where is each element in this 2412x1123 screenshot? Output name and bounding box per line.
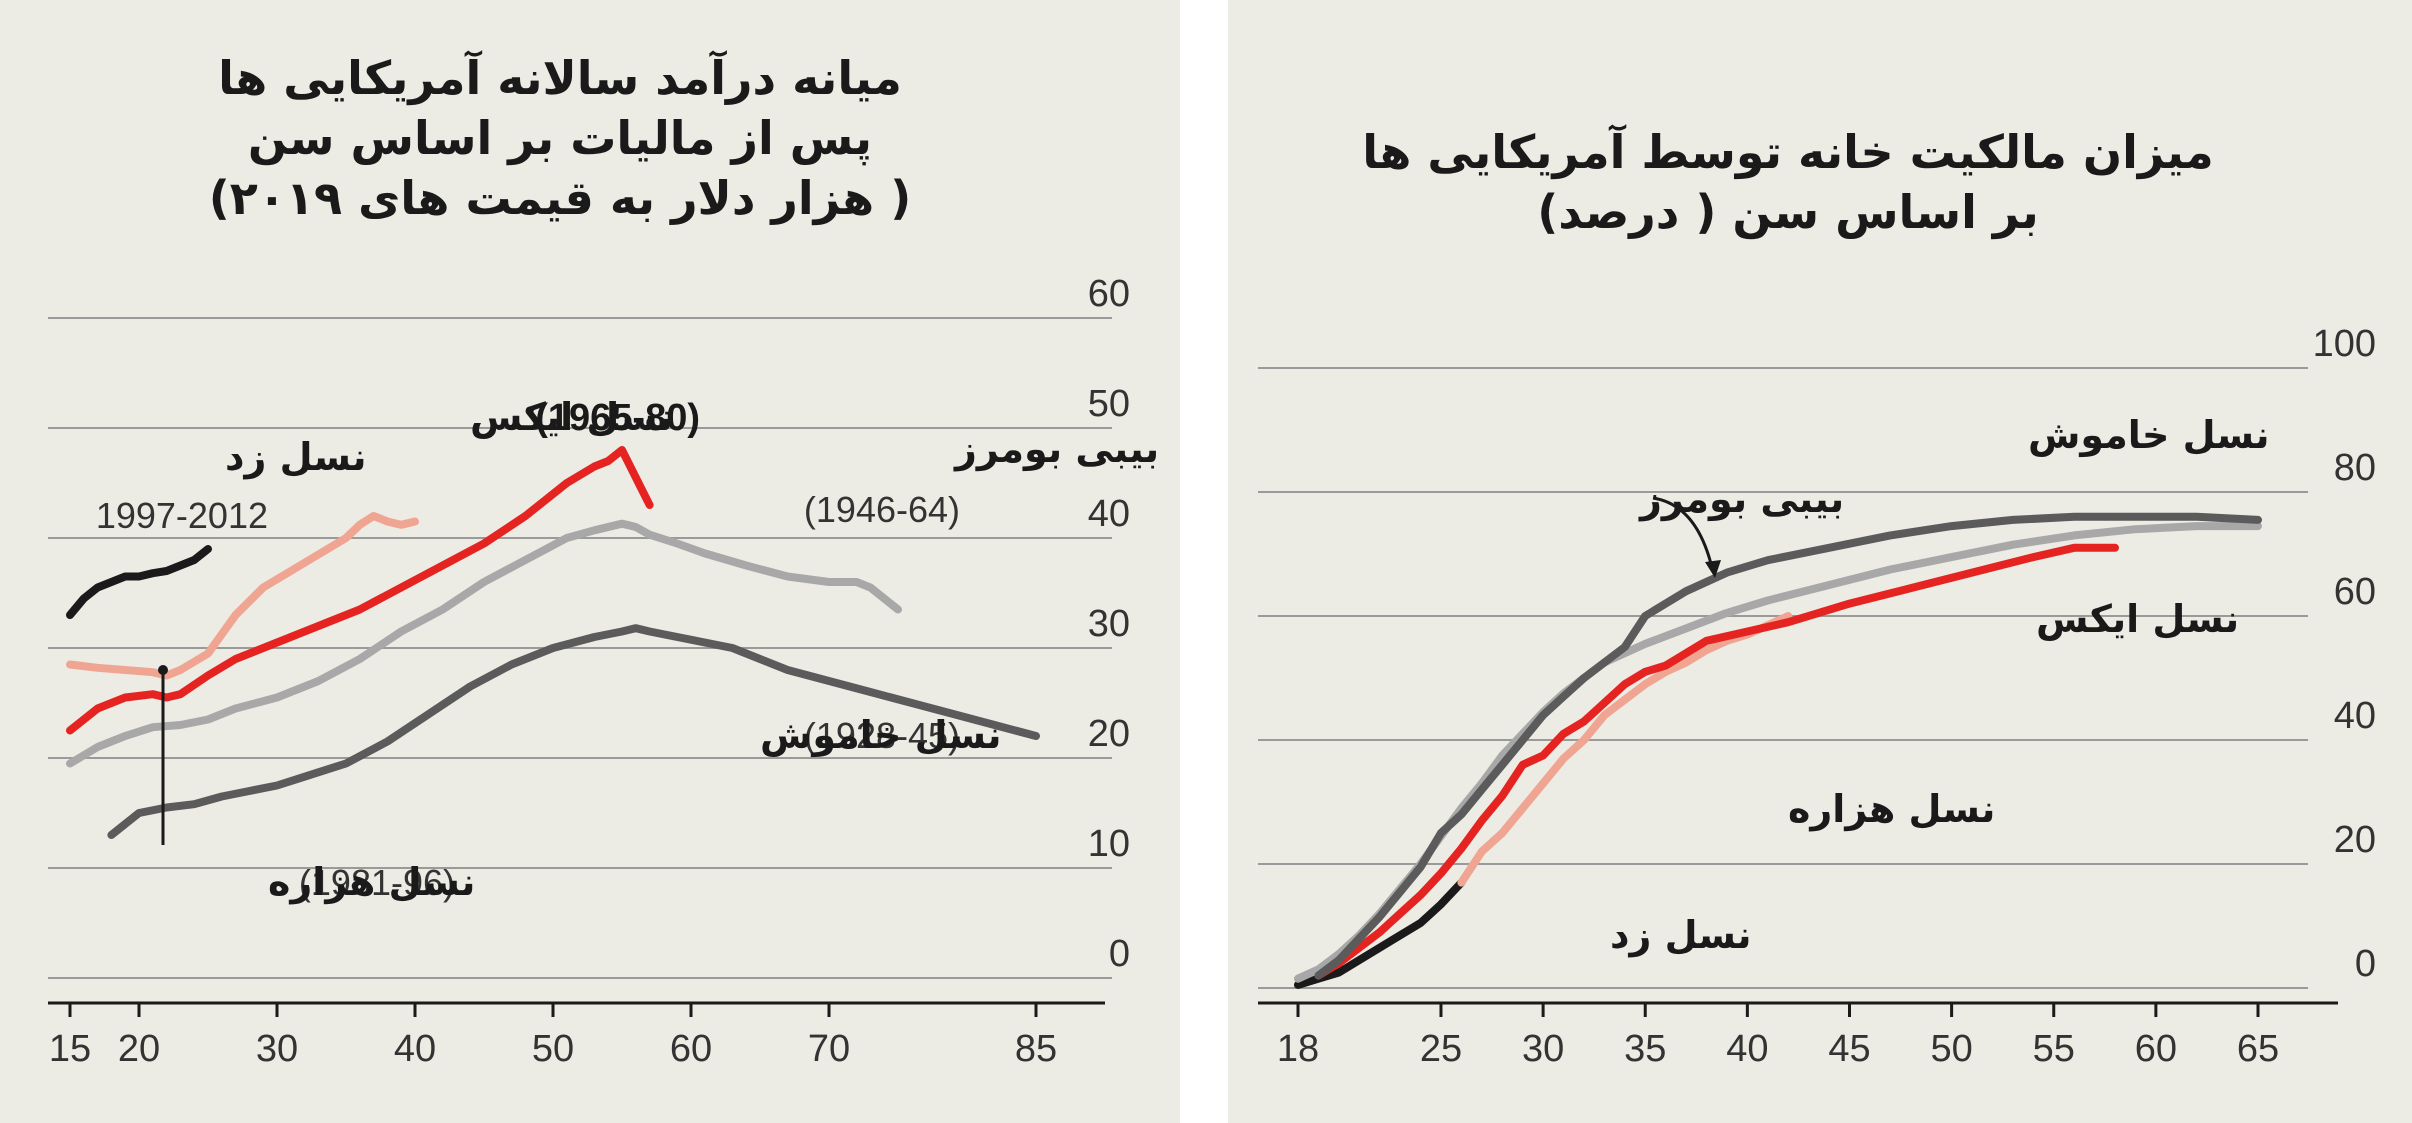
- label-boomers: بیبی بومرز: [953, 427, 1159, 471]
- x-tick-label: 45: [1828, 1028, 1870, 1070]
- series-line-4: [107, 624, 1040, 839]
- income-x-axis: 15 20 30 40 50 60 70 85: [48, 1001, 1105, 1070]
- y-tick-label: 50: [1088, 383, 1130, 425]
- income-units-line: ( هزار دلار به قیمت های ۲۰۱۹): [208, 171, 912, 225]
- series-line-0: [66, 545, 212, 619]
- x-tick-label: 50: [1930, 1028, 1972, 1070]
- y-tick-label: 100: [2313, 323, 2376, 365]
- series-line-3: [1294, 522, 2262, 983]
- label-gen-x-years: (1965-80): [535, 397, 700, 439]
- label-gen-x: نسل ایکس: [470, 395, 673, 439]
- homeownership-chart-svg: 0 20 40 60 80 100 18 25 30 35 40 45 50 55 60 65 نسل خا…: [1258, 323, 2376, 1070]
- label-gen-z: نسل زد: [225, 435, 366, 479]
- millennial-leader-dot: [158, 665, 168, 675]
- homeownership-chart-panel: 0 20 40 60 80 100 18 25 30 35 40 45 50 55 60 65 نسل خا…: [1228, 0, 2412, 1123]
- label-boomers: بیبی بومرز: [1638, 477, 1844, 521]
- homeownership-series-labels: نسل خاموش بیبی بومرز نسل ایکس نسل هزاره …: [1610, 413, 2270, 957]
- label-gen-x: نسل ایکس: [2036, 597, 2239, 641]
- y-tick-label: 10: [1088, 823, 1130, 865]
- income-subtitle-line: پس از مالیات بر اساس سن: [247, 111, 873, 165]
- income-series-labels: نسل زد 1997-2012 (1965-80) نسل ایکس بیبی…: [96, 395, 1159, 904]
- homeownership-x-axis: 18 25 30 35 40 45 50 55 60 65: [1258, 1001, 2338, 1070]
- x-tick-label: 25: [1420, 1028, 1462, 1070]
- label-silent-years: (1928-45): [804, 715, 960, 756]
- x-tick-label: 70: [808, 1028, 850, 1070]
- income-chart-title: میانه درآمد سالانه آمریکایی ها پس از مال…: [60, 48, 1060, 228]
- homeownership-grid: [1258, 367, 2308, 989]
- x-tick-label: 18: [1277, 1028, 1319, 1070]
- x-tick-label: 15: [49, 1028, 91, 1070]
- homeownership-series-lines: [1294, 512, 2262, 989]
- x-tick-label: 40: [394, 1028, 436, 1070]
- y-tick-label: 60: [1088, 273, 1130, 315]
- homeownership-chart-title: میزان مالکیت خانه توسط آمریکایی ها بر اس…: [1288, 122, 2288, 242]
- y-tick-label: 30: [1088, 603, 1130, 645]
- x-tick-label: 30: [1522, 1028, 1564, 1070]
- homeownership-y-ticks: 0 20 40 60 80 100: [2313, 323, 2376, 985]
- x-tick-label: 30: [256, 1028, 298, 1070]
- income-chart-svg: 0 10 20 30 40 50 60 15 20 30 40 50 60 70 85 نسل زد 19…: [48, 273, 1159, 1070]
- x-tick-label: 85: [1015, 1028, 1057, 1070]
- label-silent: نسل خاموش: [760, 713, 1002, 757]
- series-line-0: [1294, 878, 1466, 989]
- label-silent: نسل خاموش: [2028, 413, 2270, 457]
- x-tick-label: 40: [1726, 1028, 1768, 1070]
- income-chart-panel: 0 10 20 30 40 50 60 15 20 30 40 50 60 70 85 نسل زد 19…: [0, 0, 1180, 1123]
- series-line-2: [66, 446, 654, 735]
- x-tick-label: 60: [2135, 1028, 2177, 1070]
- x-tick-label: 20: [118, 1028, 160, 1070]
- homeownership-subtitle-line: بر اساس سن ( درصد): [1537, 185, 2039, 239]
- income-title-line: میانه درآمد سالانه آمریکایی ها: [218, 51, 902, 105]
- x-tick-label: 50: [532, 1028, 574, 1070]
- y-tick-label: 20: [2334, 819, 2376, 861]
- label-gen-z-years: 1997-2012: [96, 495, 268, 536]
- label-gen-z: نسل زد: [1610, 913, 1751, 957]
- x-tick-label: 55: [2033, 1028, 2075, 1070]
- y-tick-label: 0: [1109, 933, 1130, 975]
- y-tick-label: 0: [2355, 943, 2376, 985]
- x-tick-label: 35: [1624, 1028, 1666, 1070]
- boomers-leader-arrowhead: [1705, 560, 1721, 578]
- y-tick-label: 40: [1088, 493, 1130, 535]
- y-tick-label: 80: [2334, 447, 2376, 489]
- income-series-lines: [66, 446, 1040, 839]
- series-line-4: [1314, 512, 2262, 980]
- label-boomers-years: (1946-64): [804, 489, 960, 530]
- y-tick-label: 40: [2334, 695, 2376, 737]
- homeownership-title-line: میزان مالکیت خانه توسط آمریکایی ها: [1362, 125, 2214, 179]
- income-y-ticks: 0 10 20 30 40 50 60: [1088, 273, 1130, 975]
- y-tick-label: 20: [1088, 713, 1130, 755]
- label-millennial-years: (1981-96): [299, 862, 455, 903]
- series-line-3: [66, 519, 902, 768]
- x-tick-label: 65: [2237, 1028, 2279, 1070]
- y-tick-label: 60: [2334, 571, 2376, 613]
- series-line-2: [1314, 543, 2119, 980]
- label-millennial: نسل هزاره: [268, 860, 475, 904]
- boomers-leader-arrow: [1652, 496, 1715, 573]
- x-tick-label: 60: [670, 1028, 712, 1070]
- series-line-1: [66, 512, 419, 680]
- label-millennial: نسل هزاره: [1788, 787, 1995, 831]
- series-line-1: [1457, 612, 1793, 887]
